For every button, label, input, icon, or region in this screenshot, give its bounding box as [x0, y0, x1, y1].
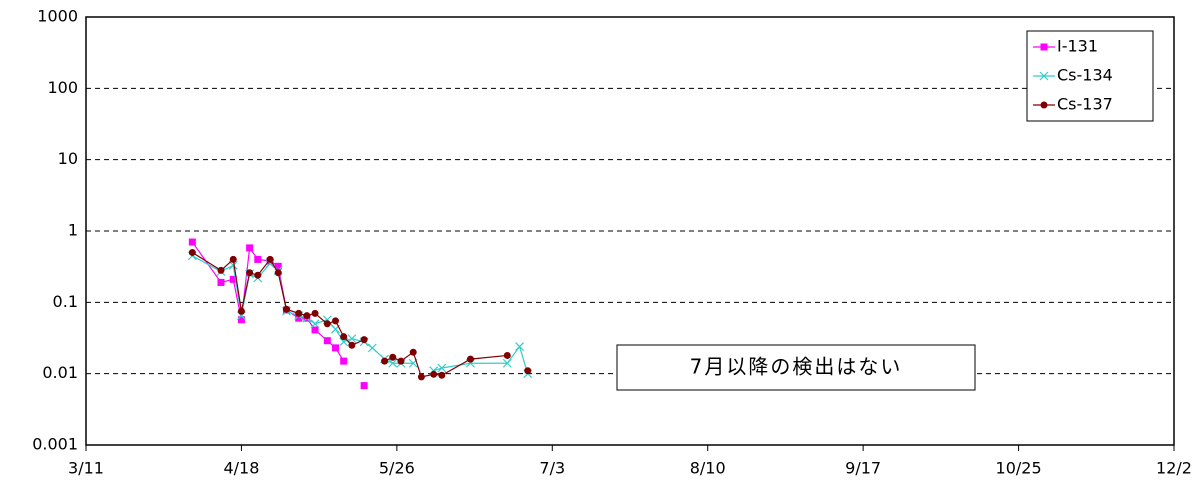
marker	[282, 305, 290, 313]
marker	[266, 255, 274, 263]
marker	[524, 367, 532, 375]
marker	[408, 358, 418, 368]
marker	[1040, 43, 1048, 51]
marker	[274, 262, 282, 270]
marker	[323, 337, 331, 345]
plot-frame	[85, 16, 1175, 446]
marker	[389, 353, 397, 361]
x-tick-label: 8/10	[690, 459, 726, 478]
marker	[347, 334, 357, 344]
legend-label: Cs-137	[1057, 95, 1113, 114]
marker	[502, 358, 512, 368]
marker	[397, 357, 405, 365]
marker	[332, 344, 340, 352]
marker	[246, 244, 254, 252]
annotation-box	[616, 344, 976, 391]
y-tick-label: 0.1	[53, 292, 78, 311]
series-line	[192, 255, 529, 374]
x-tick-label: 9/17	[845, 459, 881, 478]
marker	[229, 275, 237, 283]
marker	[310, 319, 320, 329]
x-tick-label: 7/3	[539, 459, 565, 478]
x-tick-label: 5/26	[379, 459, 415, 478]
legend-label: Cs-134	[1057, 66, 1113, 85]
marker	[188, 238, 196, 246]
marker	[430, 370, 438, 378]
marker	[409, 348, 417, 356]
marker	[323, 320, 331, 328]
marker	[437, 363, 447, 373]
x-tick-label: 3/11	[68, 459, 104, 478]
marker	[417, 373, 425, 381]
y-tick-label: 10	[58, 149, 78, 168]
marker	[311, 326, 319, 334]
marker	[229, 255, 237, 263]
marker	[360, 336, 368, 344]
marker	[217, 278, 225, 286]
marker	[228, 260, 238, 270]
marker	[348, 341, 356, 349]
marker	[332, 317, 340, 325]
marker	[381, 357, 389, 365]
marker	[1039, 71, 1049, 81]
marker	[274, 269, 282, 277]
marker	[331, 324, 340, 334]
x-tick-label: 4/18	[223, 459, 259, 478]
legend-label: I-131	[1057, 37, 1098, 56]
marker	[295, 314, 303, 322]
marker	[295, 309, 303, 317]
marker	[438, 371, 446, 379]
marker	[188, 248, 196, 256]
x-tick-label: 12/2	[1156, 459, 1192, 478]
y-tick-label: 1000	[37, 7, 78, 26]
marker	[254, 255, 262, 263]
annotation: 7月以降の検出はない	[690, 355, 903, 379]
marker	[246, 269, 254, 277]
marker	[360, 382, 368, 390]
marker	[303, 312, 311, 320]
marker	[515, 342, 524, 351]
marker	[237, 316, 245, 324]
y-tick-label: 100	[47, 78, 78, 97]
marker	[254, 271, 262, 279]
marker	[217, 266, 225, 274]
marker	[340, 357, 348, 365]
marker	[237, 307, 245, 315]
x-tick-label: 10/25	[996, 459, 1042, 478]
marker	[388, 358, 398, 368]
y-tick-label: 0.01	[42, 363, 78, 382]
y-tick-label: 0.001	[32, 435, 78, 454]
marker	[1040, 101, 1048, 109]
marker	[311, 309, 319, 317]
marker	[466, 355, 474, 363]
y-tick-label: 1	[68, 221, 78, 240]
marker	[340, 333, 348, 341]
marker	[367, 343, 377, 353]
marker	[503, 351, 511, 359]
